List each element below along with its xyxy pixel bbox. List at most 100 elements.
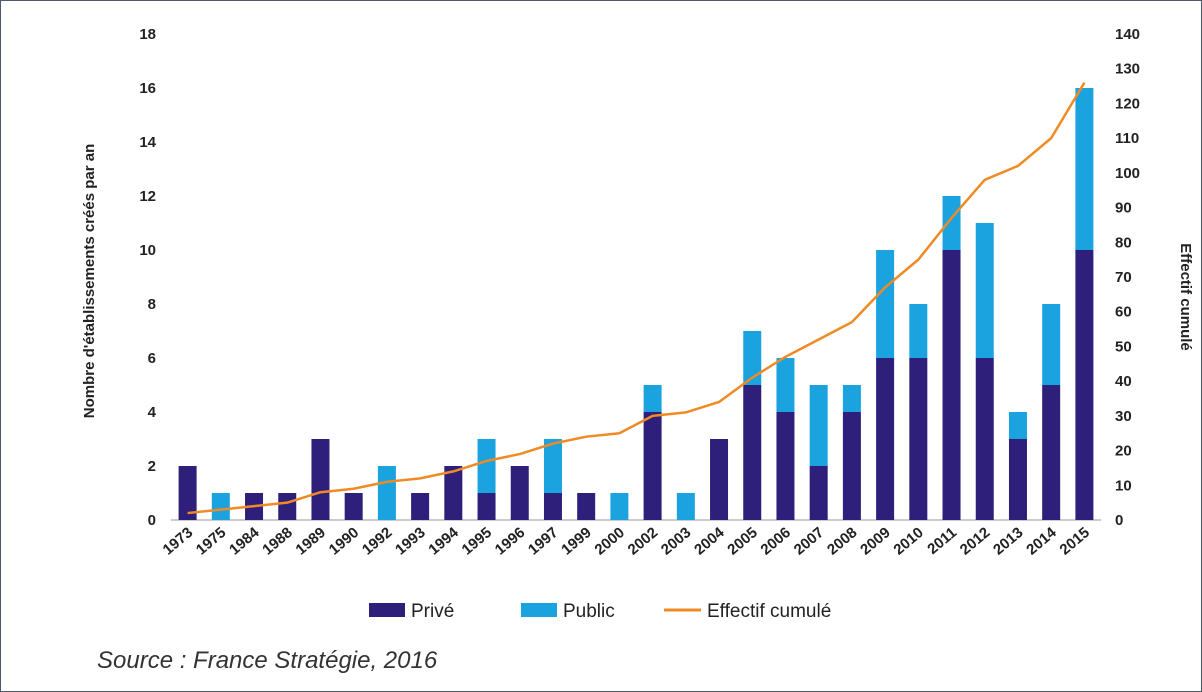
bars — [178, 88, 1094, 520]
x-tick-1992: 1992 — [359, 524, 395, 558]
x-tick-1993: 1993 — [392, 524, 428, 558]
x-tick-2013: 2013 — [990, 524, 1026, 558]
y-tick-14: 14 — [139, 134, 156, 151]
x-tick-1994: 1994 — [425, 524, 462, 559]
legend-label-cumul: Effectif cumulé — [707, 601, 831, 622]
bar-prive-2010 — [909, 358, 928, 520]
legend-swatch-public — [521, 603, 557, 617]
y-tick-8: 8 — [148, 296, 156, 313]
bar-prive-1988 — [278, 493, 297, 520]
y2-tick-50: 50 — [1115, 338, 1132, 355]
x-tick-1997: 1997 — [525, 524, 561, 558]
y2-tick-90: 90 — [1115, 200, 1132, 217]
bar-public-2008 — [842, 385, 861, 412]
x-tick-1988: 1988 — [259, 524, 295, 558]
series-line-effectif-cumule — [187, 81, 1086, 515]
bar-prive-2004 — [710, 439, 729, 520]
bar-public-1992 — [377, 466, 396, 520]
x-tick-2007: 2007 — [791, 524, 827, 558]
x-tick-1989: 1989 — [293, 524, 329, 558]
x-tick-2006: 2006 — [758, 524, 794, 558]
y2-tick-100: 100 — [1115, 165, 1140, 182]
y-tick-12: 12 — [139, 188, 156, 205]
legend-swatch-prive — [369, 603, 405, 617]
x-tick-2008: 2008 — [824, 524, 860, 558]
y2-tick-80: 80 — [1115, 234, 1132, 251]
y2-axis-title: Effectif cumulé — [1177, 243, 1194, 351]
x-tick-2012: 2012 — [957, 524, 993, 558]
y2-tick-140: 140 — [1115, 26, 1140, 43]
y2-tick-70: 70 — [1115, 269, 1132, 286]
y2-tick-130: 130 — [1115, 61, 1140, 78]
source-note: Source : France Stratégie, 2016 — [97, 647, 438, 674]
y-tick-2: 2 — [148, 458, 156, 475]
x-tick-2009: 2009 — [857, 524, 893, 558]
bar-prive-1993 — [411, 493, 430, 520]
bar-prive-1990 — [344, 493, 363, 520]
y2-tick-0: 0 — [1115, 512, 1123, 529]
bar-prive-1997 — [543, 493, 562, 520]
x-tick-2015: 2015 — [1056, 524, 1092, 558]
bar-public-1997 — [543, 439, 562, 493]
bar-public-2007 — [809, 385, 828, 466]
bar-public-2003 — [676, 493, 695, 520]
x-tick-1996: 1996 — [492, 524, 528, 558]
y2-tick-30: 30 — [1115, 408, 1132, 425]
cumulative-line — [187, 81, 1086, 515]
bar-public-2005 — [743, 331, 762, 385]
x-tick-1990: 1990 — [326, 524, 362, 558]
x-tick-2011: 2011 — [924, 524, 960, 558]
bar-public-2009 — [876, 250, 895, 358]
legend-label-public: Public — [563, 601, 615, 622]
y-tick-18: 18 — [139, 26, 156, 43]
y2-tick-110: 110 — [1115, 130, 1139, 147]
x-tick-2004: 2004 — [691, 524, 728, 559]
x-tick-1984: 1984 — [226, 524, 263, 559]
bar-prive-1994 — [444, 466, 463, 520]
y-tick-6: 6 — [148, 350, 156, 367]
bar-public-2012 — [975, 223, 994, 358]
bar-public-2014 — [1042, 304, 1061, 385]
bar-prive-1995 — [477, 493, 496, 520]
bar-prive-2009 — [876, 358, 895, 520]
bar-prive-1989 — [311, 439, 330, 520]
y-axis-title: Nombre d'établissements créés par an — [81, 144, 98, 419]
bar-prive-1999 — [577, 493, 596, 520]
tick-labels: 0 2 4 6 8 10 12 14 16 18 0 10 20 30 40 50 60 70 80 90 100 110… — [139, 26, 1140, 559]
legend-label-prive: Privé — [411, 601, 454, 622]
x-tick-2002: 2002 — [625, 524, 661, 558]
y-tick-0: 0 — [148, 512, 156, 529]
bar-prive-1996 — [510, 466, 529, 520]
bar-public-2002 — [643, 385, 662, 412]
bar-public-2000 — [610, 493, 629, 520]
y2-tick-120: 120 — [1115, 95, 1140, 112]
y2-tick-60: 60 — [1115, 304, 1132, 321]
y-tick-16: 16 — [139, 80, 156, 97]
y-tick-4: 4 — [148, 404, 157, 421]
bar-prive-2007 — [809, 466, 828, 520]
bar-prive-2006 — [776, 412, 795, 520]
x-tick-1999: 1999 — [558, 524, 594, 558]
bar-prive-2008 — [842, 412, 861, 520]
x-tick-2010: 2010 — [890, 524, 926, 558]
bar-public-2011 — [942, 196, 961, 250]
bar-public-2010 — [909, 304, 928, 358]
y2-tick-20: 20 — [1115, 443, 1132, 460]
bar-prive-1973 — [178, 466, 197, 520]
bar-public-1995 — [477, 439, 496, 493]
bar-public-2013 — [1008, 412, 1027, 439]
bar-prive-2015 — [1075, 250, 1094, 520]
bar-prive-2011 — [942, 250, 961, 520]
bar-public-1975 — [211, 493, 230, 520]
x-tick-2000: 2000 — [591, 524, 627, 558]
bar-prive-2013 — [1008, 439, 1027, 520]
bar-prive-2014 — [1042, 385, 1061, 520]
y-tick-10: 10 — [139, 242, 156, 259]
x-tick-1995: 1995 — [459, 524, 495, 558]
x-tick-1975: 1975 — [193, 524, 229, 558]
y2-tick-40: 40 — [1115, 373, 1132, 390]
bar-public-2015 — [1075, 88, 1094, 250]
bar-prive-2005 — [743, 385, 762, 520]
